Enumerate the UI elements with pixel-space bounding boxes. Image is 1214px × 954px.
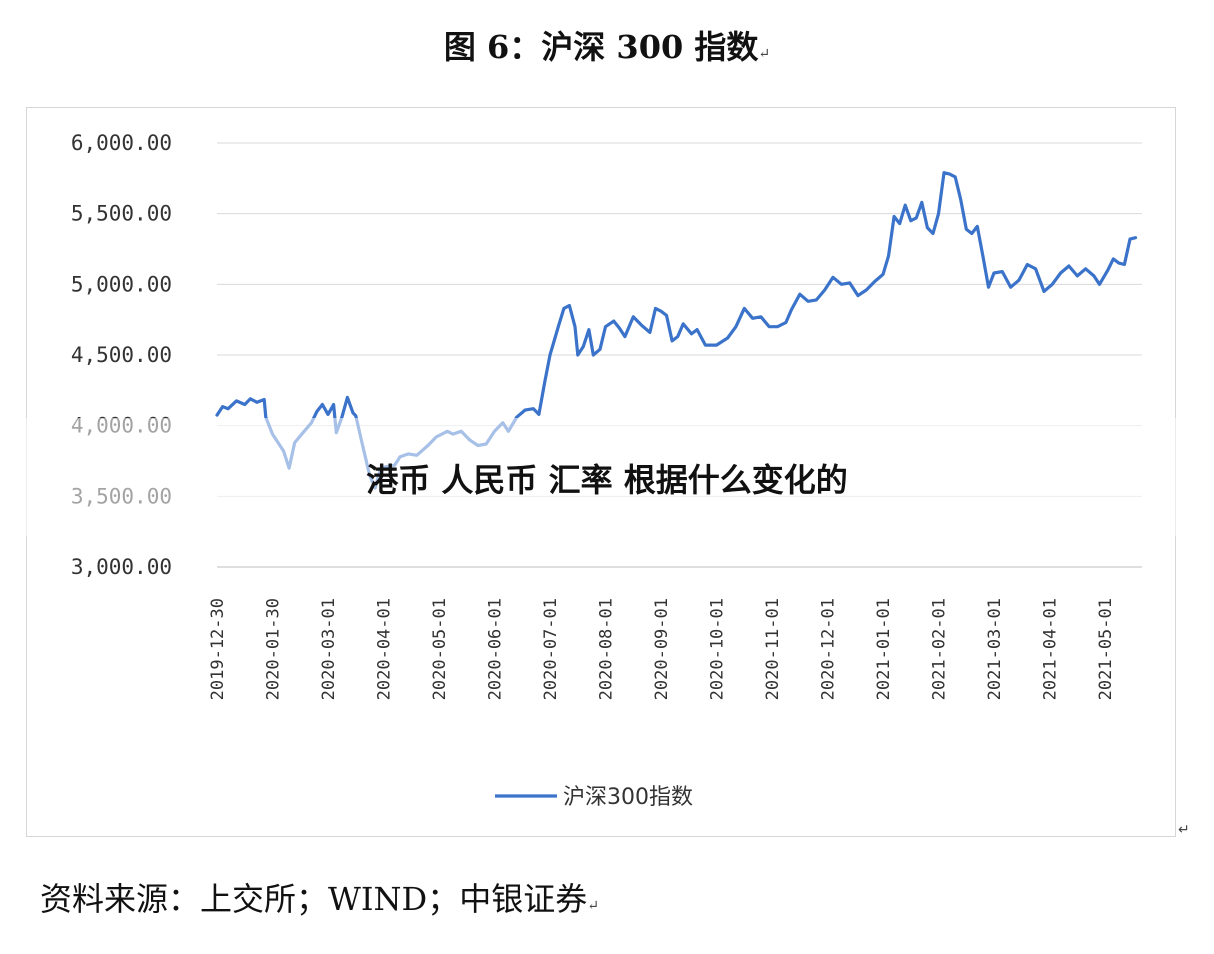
y-tick-label: 6,000.00	[71, 131, 172, 155]
y-tick-label: 4,500.00	[71, 343, 172, 367]
legend-label: 沪深300指数	[563, 785, 693, 810]
overlay-caption: 港币 人民币 汇率 根据什么变化的	[366, 461, 848, 499]
x-tick-label: 2020-07-01	[541, 598, 561, 700]
y-tick-label: 5,000.00	[71, 272, 172, 296]
figure-title-text: 图 6：沪深 300 指数	[443, 28, 759, 66]
x-tick-label: 2020-10-01	[708, 598, 728, 700]
x-tick-label: 2020-11-01	[763, 598, 783, 700]
x-tick-label: 2020-04-01	[375, 598, 395, 700]
figure-title: 图 6：沪深 300 指数↵	[0, 22, 1214, 68]
y-tick-label: 5,500.00	[71, 202, 172, 226]
x-tick-label: 2020-05-01	[430, 598, 450, 700]
x-tick-label: 2019-12-30	[208, 598, 228, 700]
x-tick-label: 2021-03-01	[985, 598, 1005, 700]
source-note: 资料来源：上交所；WIND；中银证券↵	[40, 874, 599, 920]
paragraph-mark-icon: ↵	[587, 898, 599, 914]
x-tick-label: 2020-12-01	[819, 598, 839, 700]
x-tick-label: 2020-03-01	[319, 598, 339, 700]
paragraph-mark-icon: ↵	[758, 46, 771, 62]
x-tick-label: 2020-01-30	[264, 598, 284, 700]
x-tick-label: 2020-09-01	[652, 598, 672, 700]
paragraph-mark-icon: ↵	[1178, 822, 1190, 838]
x-tick-label: 2021-02-01	[930, 598, 950, 700]
x-tick-label: 2020-08-01	[597, 598, 617, 700]
x-tick-label: 2021-05-01	[1096, 598, 1116, 700]
x-tick-label: 2021-04-01	[1041, 598, 1061, 700]
y-tick-label: 3,000.00	[71, 555, 172, 579]
overlay-band	[0, 418, 1214, 536]
x-tick-label: 2020-06-01	[486, 598, 506, 700]
source-text: 资料来源：上交所；WIND；中银证券	[40, 880, 588, 918]
x-tick-label: 2021-01-01	[874, 598, 894, 700]
series-line	[215, 171, 1138, 490]
